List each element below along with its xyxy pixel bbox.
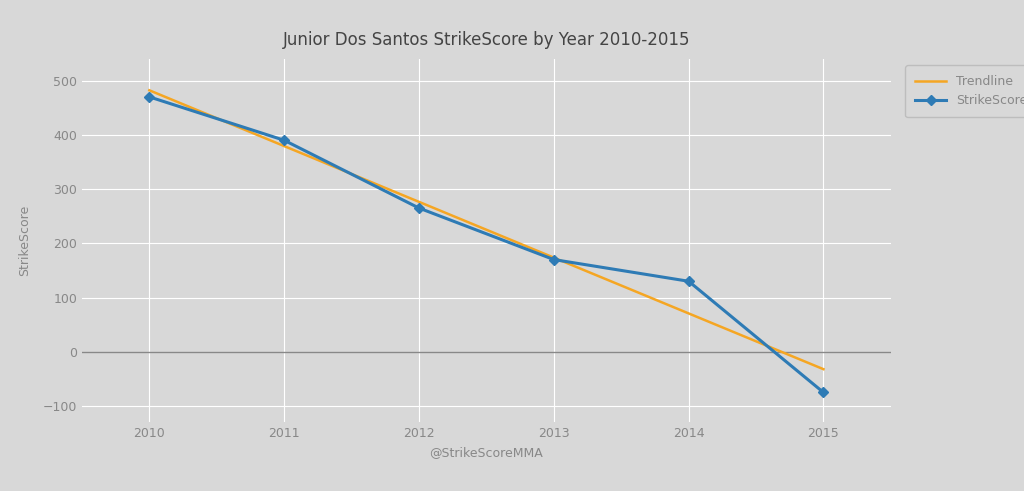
Trendline <box>817 366 829 372</box>
Title: Junior Dos Santos StrikeScore by Year 2010-2015: Junior Dos Santos StrikeScore by Year 20… <box>283 31 690 49</box>
Y-axis label: StrikeScore: StrikeScore <box>18 205 32 276</box>
StrikeScore <box>817 389 829 395</box>
Legend: Trendline, StrikeScore: Trendline, StrikeScore <box>905 65 1024 117</box>
Trendline <box>548 255 560 261</box>
Line: Trendline: Trendline <box>150 90 823 369</box>
Trendline <box>682 310 694 316</box>
StrikeScore <box>143 94 156 100</box>
Trendline <box>278 143 290 149</box>
Line: StrikeScore: StrikeScore <box>145 93 827 396</box>
Trendline <box>143 87 156 93</box>
StrikeScore <box>413 205 425 211</box>
X-axis label: @StrikeScoreMMA: @StrikeScoreMMA <box>429 446 544 459</box>
StrikeScore <box>548 257 560 263</box>
Trendline <box>413 199 425 205</box>
StrikeScore <box>682 278 694 284</box>
StrikeScore <box>278 137 290 143</box>
